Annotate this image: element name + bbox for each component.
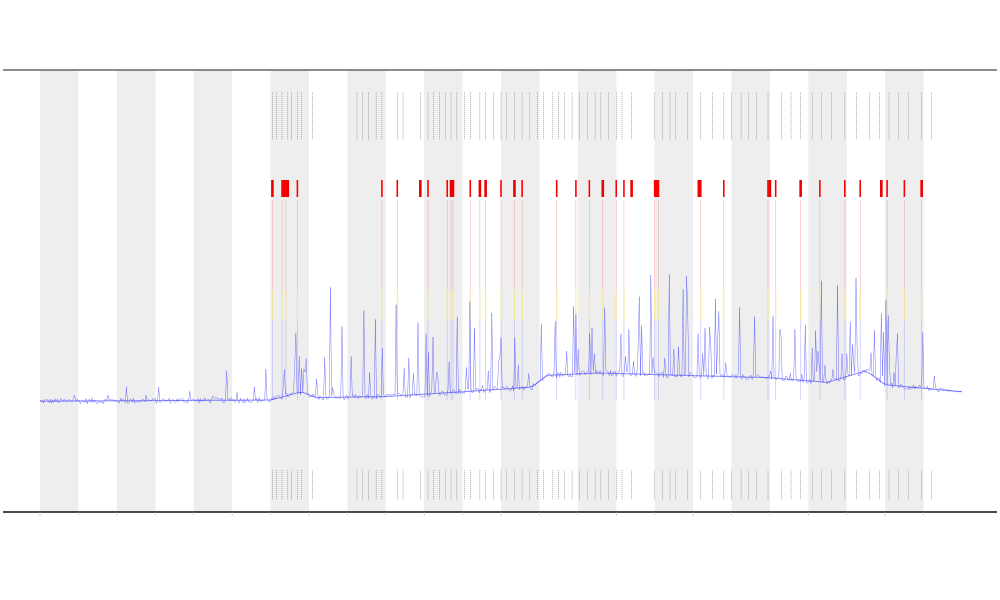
shaded-band [424, 70, 463, 512]
series-line [39, 274, 963, 405]
shaded-band [731, 70, 770, 512]
shaded-band [40, 70, 79, 512]
x-ticks [39, 512, 924, 516]
series-layer [39, 274, 963, 405]
shaded-band [347, 70, 386, 512]
shaded-band [577, 70, 617, 512]
shaded-band [270, 70, 309, 512]
shaded-band [193, 70, 233, 512]
shaded-band [654, 70, 694, 512]
shaded-band [116, 70, 156, 512]
shaded-bands [40, 70, 924, 512]
shaded-band [808, 70, 847, 512]
series-baseline [40, 370, 963, 402]
axes [3, 69, 997, 513]
shaded-band [501, 70, 540, 512]
